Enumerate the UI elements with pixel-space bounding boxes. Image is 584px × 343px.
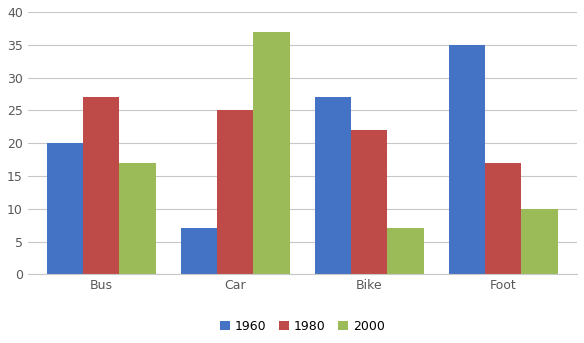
Bar [522,209,558,274]
Bar [120,163,156,274]
Bar [485,163,522,274]
Bar [253,32,290,274]
Bar [351,130,387,274]
Bar [84,97,120,274]
Bar [315,97,351,274]
Bar [47,143,84,274]
Bar [181,228,217,274]
Bar [387,228,423,274]
Bar [217,110,253,274]
Bar [449,45,485,274]
Legend: 1960, 1980, 2000: 1960, 1980, 2000 [220,320,385,333]
